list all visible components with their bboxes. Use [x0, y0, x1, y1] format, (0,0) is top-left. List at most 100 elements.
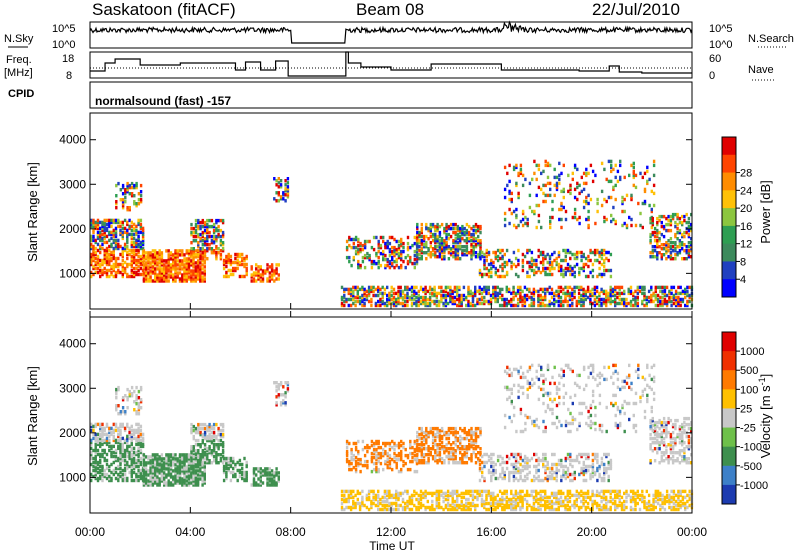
heatmap-cell	[456, 293, 459, 298]
heatmap-cell	[623, 297, 626, 302]
heatmap-cell	[512, 287, 515, 292]
freq-unit: [MHz]	[4, 67, 33, 79]
heatmap-cell	[128, 183, 131, 188]
heatmap-cell	[243, 478, 246, 483]
heatmap-cell	[103, 450, 106, 455]
heatmap-cell	[598, 254, 601, 259]
heatmap-cell	[110, 266, 113, 271]
heatmap-cell	[119, 262, 122, 267]
heatmap-cell	[591, 274, 595, 279]
heatmap-cell	[485, 291, 488, 296]
heatmap-cell	[206, 249, 209, 253]
heatmap-cell	[501, 293, 504, 298]
heatmap-cell	[452, 453, 455, 457]
heatmap-cell	[388, 461, 392, 466]
heatmap-cell	[593, 252, 597, 257]
heatmap-cell	[158, 269, 161, 273]
heatmap-cell	[163, 457, 166, 461]
heatmap-cell	[470, 243, 473, 247]
heatmap-cell	[656, 243, 659, 247]
heatmap-cell	[178, 481, 182, 485]
heatmap-cell	[436, 451, 439, 455]
heatmap-cell	[686, 303, 689, 308]
heatmap-cell	[436, 249, 439, 253]
heatmap-cell	[139, 198, 143, 202]
heatmap-cell	[149, 475, 152, 479]
heatmap-cell	[103, 226, 106, 231]
freq-label: Freq.	[6, 54, 32, 66]
heatmap-cell	[221, 461, 225, 465]
heatmap-cell	[605, 177, 608, 182]
heatmap-cell	[114, 258, 118, 263]
heatmap-cell	[126, 438, 129, 443]
heatmap-cell	[438, 245, 442, 249]
heatmap-cell	[490, 476, 493, 481]
heatmap-cell	[101, 220, 104, 225]
heatmap-cell	[436, 445, 439, 449]
heatmap-cell	[611, 299, 615, 304]
heatmap-cell	[603, 264, 606, 269]
heatmap-cell	[147, 255, 150, 259]
heatmap-cell	[512, 289, 515, 294]
heatmap-cell	[573, 207, 577, 212]
heatmap-cell	[96, 422, 100, 427]
heatmap-cell	[481, 466, 484, 471]
heatmap-cell	[413, 441, 416, 446]
heatmap-cell	[470, 434, 473, 439]
heatmap-cell	[630, 163, 633, 168]
heatmap-cell	[544, 163, 547, 168]
heatmap-cell	[490, 270, 493, 275]
heatmap-cell	[203, 451, 207, 455]
heatmap-cell	[447, 245, 451, 249]
heatmap-cell	[434, 237, 437, 241]
heatmap-cell	[379, 251, 383, 256]
heatmap-cell	[158, 277, 161, 281]
heatmap-cell	[197, 455, 200, 459]
heatmap-cell	[557, 295, 560, 300]
heatmap-cell	[478, 297, 481, 302]
heatmap-cell	[525, 293, 529, 298]
heatmap-cell	[99, 424, 102, 429]
heatmap-cell	[440, 241, 444, 245]
heatmap-cell	[442, 301, 445, 306]
heatmap-cell	[174, 275, 177, 279]
heatmap-cell	[368, 445, 371, 450]
heatmap-cell	[584, 291, 587, 296]
heatmap-cell	[449, 447, 453, 451]
heatmap-cell	[277, 477, 280, 481]
heatmap-cell	[163, 279, 166, 283]
heatmap-cell	[149, 461, 152, 465]
heatmap-cell	[356, 299, 359, 304]
heatmap-cell	[382, 251, 385, 256]
heatmap-cell	[105, 436, 109, 441]
heatmap-cell	[503, 252, 506, 257]
heatmap-cell	[103, 250, 106, 255]
heatmap-cell	[181, 461, 184, 465]
heatmap-cell	[117, 220, 120, 225]
heatmap-cell	[684, 291, 687, 296]
heatmap-cell	[656, 299, 660, 304]
heatmap-cell	[449, 251, 453, 255]
heatmap-cell	[163, 465, 166, 469]
heatmap-cell	[158, 459, 161, 463]
heatmap-cell	[410, 297, 414, 302]
heatmap-cell	[158, 481, 161, 485]
heatmap-cell	[508, 163, 511, 168]
heatmap-cell	[521, 173, 525, 178]
heatmap-cell	[492, 264, 495, 269]
heatmap-cell	[117, 412, 120, 416]
heatmap-cell	[199, 279, 202, 283]
heatmap-cell	[219, 457, 223, 461]
heatmap-cell	[393, 455, 396, 460]
heatmap-cell	[255, 481, 258, 485]
heatmap-cell	[347, 297, 350, 302]
heatmap-cell	[130, 462, 133, 467]
heatmap-cell	[434, 255, 437, 259]
heatmap-cell	[115, 404, 118, 408]
heatmap-cell	[621, 199, 624, 204]
heatmap-cell	[126, 181, 129, 186]
heatmap-cell	[526, 464, 529, 469]
heatmap-cell	[217, 232, 220, 237]
heatmap-cell	[114, 450, 118, 455]
heatmap-cell	[121, 436, 124, 441]
